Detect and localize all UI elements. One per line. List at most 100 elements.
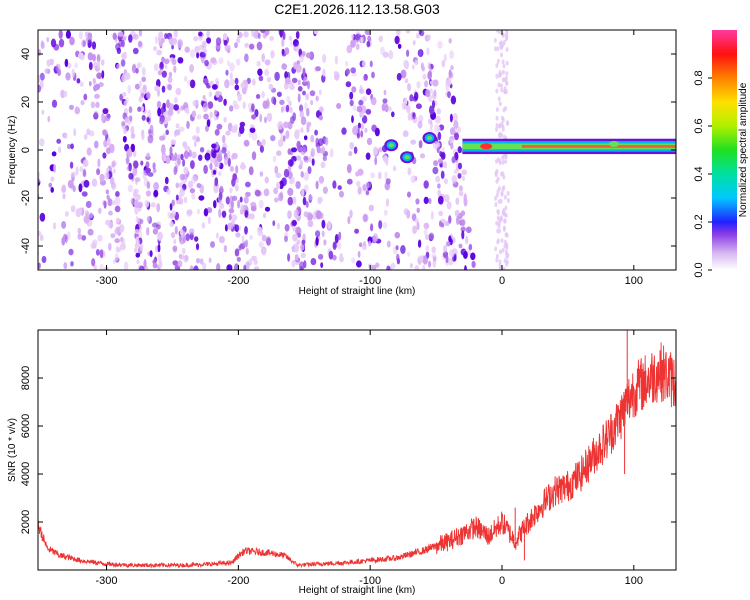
spectrogram-cell: [470, 252, 476, 261]
spectrogram-cell: [461, 218, 466, 227]
spectrogram-cell: [127, 84, 131, 94]
spectrogram-cell: [363, 214, 368, 222]
spectrogram-cell: [468, 243, 473, 251]
y-tick-label: 0: [20, 147, 32, 153]
spectrogram-cell: [311, 158, 315, 166]
spectrogram-cell: [152, 168, 157, 174]
spectrogram-cell: [496, 228, 500, 234]
spectrogram-cell: [225, 196, 231, 205]
spectrogram-cell: [301, 244, 305, 251]
spectrogram-cell: [425, 89, 431, 98]
spectrogram-cell: [207, 101, 214, 109]
spectrogram-cell: [46, 37, 50, 43]
spectrogram-cell: [365, 152, 371, 160]
spectrogram-cell: [364, 127, 368, 133]
spectrogram-cell: [299, 261, 305, 270]
spectrogram-cell: [437, 183, 441, 189]
colorbar: 0.0 0.2 0.4 0.6 0.8 Normalized spectral ampli…: [693, 30, 749, 278]
x-tick-label: -100: [359, 575, 381, 587]
spectrogram-cell: [213, 169, 217, 175]
spectrogram-cell: [432, 79, 439, 87]
spectrogram-cell: [50, 176, 55, 182]
spectrogram-cell: [239, 196, 243, 203]
spectrogram-cell: [99, 249, 104, 259]
spectrogram-cell: [308, 156, 312, 163]
spectrogram-cell: [423, 196, 429, 204]
carrier-hotspot: [609, 141, 620, 147]
spectrogram-cell: [432, 166, 439, 175]
spectrogram-cell: [203, 208, 209, 217]
spectrogram-cell: [396, 258, 400, 265]
spectrogram-cell: [175, 123, 180, 129]
spectrogram-cell: [114, 205, 121, 213]
spectrogram-cell: [134, 199, 139, 209]
spectrogram-cell: [504, 205, 508, 211]
spectrogram-cell: [300, 116, 307, 126]
spectrogram-cell: [443, 244, 447, 254]
spectrogram-cell: [450, 113, 453, 123]
spectrogram-cell: [138, 40, 143, 48]
spectrogram-cell: [305, 52, 312, 59]
spectrogram-cell: [108, 210, 113, 216]
spectrogram-cell: [457, 146, 462, 154]
spectrogram-cell: [357, 122, 361, 129]
spectrogram-cell: [209, 111, 213, 119]
spectrogram-cell: [97, 158, 101, 168]
spectrogram-cell: [253, 266, 260, 270]
spectrogram-cell: [351, 86, 357, 93]
spectrogram-cell: [217, 171, 222, 177]
spectrogram-cell: [251, 255, 257, 262]
spectrogram-cell: [296, 140, 301, 149]
spectrogram-cell: [495, 107, 499, 113]
spectrogram-cell: [438, 210, 444, 217]
spectrogram-cell: [231, 195, 238, 201]
spectrogram-cell: [394, 231, 401, 239]
spectrogram-cell: [128, 34, 133, 43]
spectrogram-cell: [121, 52, 127, 60]
spectrogram-cell: [192, 100, 199, 107]
x-tick-label: 0: [499, 275, 505, 287]
spectrogram-cell: [79, 166, 84, 173]
spectrogram-cell: [72, 185, 76, 193]
spectrogram-cell: [371, 71, 375, 79]
spectrogram-cell: [360, 130, 364, 138]
spectrogram-cell: [355, 33, 361, 41]
spectrogram-cell: [243, 196, 249, 204]
spectrogram-cell: [229, 187, 233, 194]
spectrogram-cell: [292, 196, 296, 202]
spectrogram-cell: [103, 139, 108, 148]
spectrogram-cell: [100, 59, 105, 66]
spectrogram-cell: [236, 58, 241, 66]
spectrogram-cell: [318, 175, 325, 184]
spectrogram-cell: [184, 46, 190, 53]
spectrogram-cell: [407, 191, 411, 198]
spectrogram-cell: [146, 117, 150, 123]
spectrogram-cell: [249, 234, 254, 240]
spectrogram-cell: [38, 262, 41, 269]
spectrogram-cell: [101, 70, 105, 79]
spectrogram-cell: [361, 96, 368, 102]
spectrogram-cell: [295, 31, 300, 39]
spectrogram-cell: [173, 166, 178, 176]
spectrogram-cell: [281, 38, 285, 47]
spectrogram-cell: [258, 199, 264, 209]
spectrogram-cell: [69, 104, 74, 110]
spectrogram-cell: [27, 165, 31, 173]
spectrogram-cell: [105, 189, 110, 195]
spectrogram-cell: [84, 31, 88, 38]
spectrogram-cell: [412, 225, 417, 234]
spectrogram-cell: [133, 188, 139, 194]
spectrogram-cell: [50, 187, 54, 193]
spectrogram-cell: [162, 154, 167, 162]
spectrogram-cell: [498, 73, 501, 78]
spectrogram-cell: [235, 232, 241, 238]
spectrogram-cell: [272, 220, 276, 227]
spectrogram-cell: [213, 200, 217, 209]
spectrogram-cell: [231, 214, 238, 221]
spectrogram-cell: [317, 196, 323, 203]
spectrogram-cell: [106, 167, 110, 173]
spectrogram-cell: [130, 133, 136, 139]
spectrogram-cell: [225, 69, 229, 76]
spectrogram-cell: [66, 143, 72, 150]
